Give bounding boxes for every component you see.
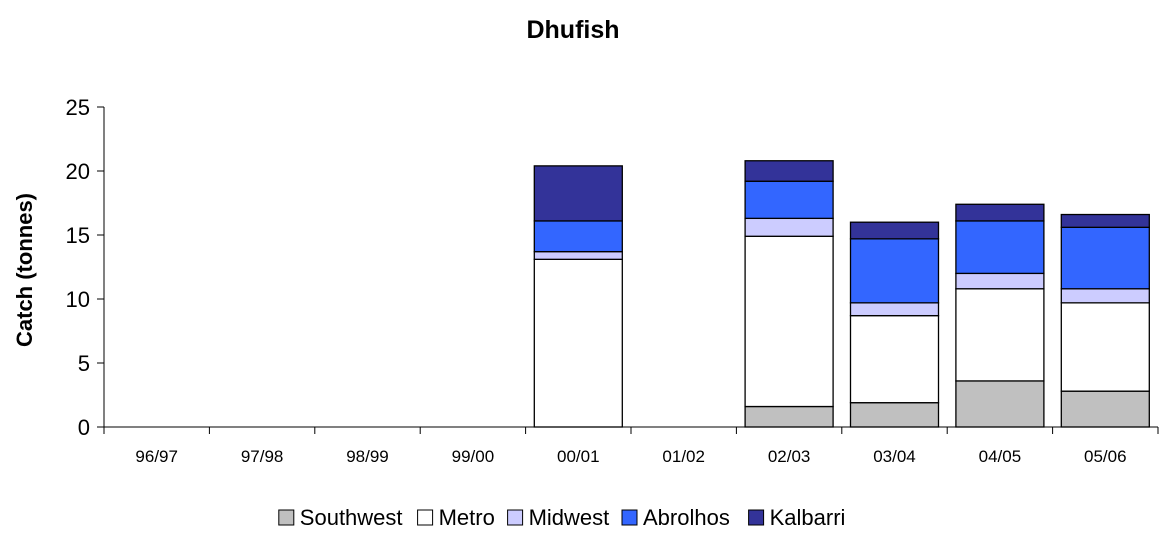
x-tick-label: 05/06 [1084,447,1127,466]
y-tick-label: 20 [66,159,90,184]
bar-segment-kalbarri [955,203,1045,222]
bar-segment-abrolhos [849,238,940,304]
legend-swatch-midwest [507,509,524,526]
bar-segment-southwest [1060,390,1150,428]
legend-label-abrolhos: Abrolhos [643,505,730,530]
legend-label-southwest: Southwest [300,505,403,530]
legend-swatch-metro [417,509,434,526]
y-tick-label: 0 [78,415,90,440]
y-tick-label: 10 [66,287,90,312]
x-tick-label: 98/99 [346,447,389,466]
bar-segment-midwest [849,302,940,317]
x-tick-label: 01/02 [662,447,705,466]
y-tick-label: 25 [66,95,90,120]
bar-segment-metro [533,258,623,428]
bar-segment-abrolhos [744,180,834,220]
bar-segment-abrolhos [1060,226,1150,290]
plot-area: 0 5 10 15 20 25 96/97 97/98 98/99 99/00 00/01 01/02… [66,95,1159,466]
bar-segment-midwest [533,250,623,260]
legend-swatch-southwest [278,509,295,526]
bar-segment-metro [1060,302,1150,392]
bar-segment-southwest [955,380,1045,428]
bar-segment-metro [744,235,834,408]
bar-segment-kalbarri [849,221,940,240]
x-tick-label: 96/97 [135,447,178,466]
legend-swatch-abrolhos [621,509,638,526]
x-tick-label: 02/03 [768,447,811,466]
x-tick-label: 99/00 [452,447,495,466]
bar-segment-southwest [849,402,940,428]
x-tick-label: 00/01 [557,447,600,466]
x-tick-label: 97/98 [241,447,284,466]
legend: Southwest Metro Midwest Abrolhos Kalbarri [278,505,846,530]
x-tick-label: 04/05 [979,447,1022,466]
legend-label-metro: Metro [439,505,495,530]
chart-title: Dhufish [526,16,619,44]
bar-segment-midwest [1060,288,1150,304]
bar-segment-abrolhos [533,220,623,253]
x-tick-label: 03/04 [873,447,916,466]
bar-segment-midwest [955,272,1045,290]
bar-segment-kalbarri [1060,213,1150,228]
y-tick-label: 5 [78,351,90,376]
y-axis-label: Catch (tonnes) [12,193,37,347]
legend-label-midwest: Midwest [529,505,610,530]
bar-segment-metro [955,288,1045,382]
bar-segment-kalbarri [533,165,623,222]
bar-segment-southwest [744,405,834,428]
bar-segment-abrolhos [955,220,1045,275]
legend-label-kalbarri: Kalbarri [770,505,846,530]
y-tick-label: 15 [66,223,90,248]
bar-segment-kalbarri [744,160,834,182]
bar-segment-metro [849,314,940,404]
bar-segment-midwest [744,217,834,237]
legend-swatch-kalbarri [748,509,765,526]
